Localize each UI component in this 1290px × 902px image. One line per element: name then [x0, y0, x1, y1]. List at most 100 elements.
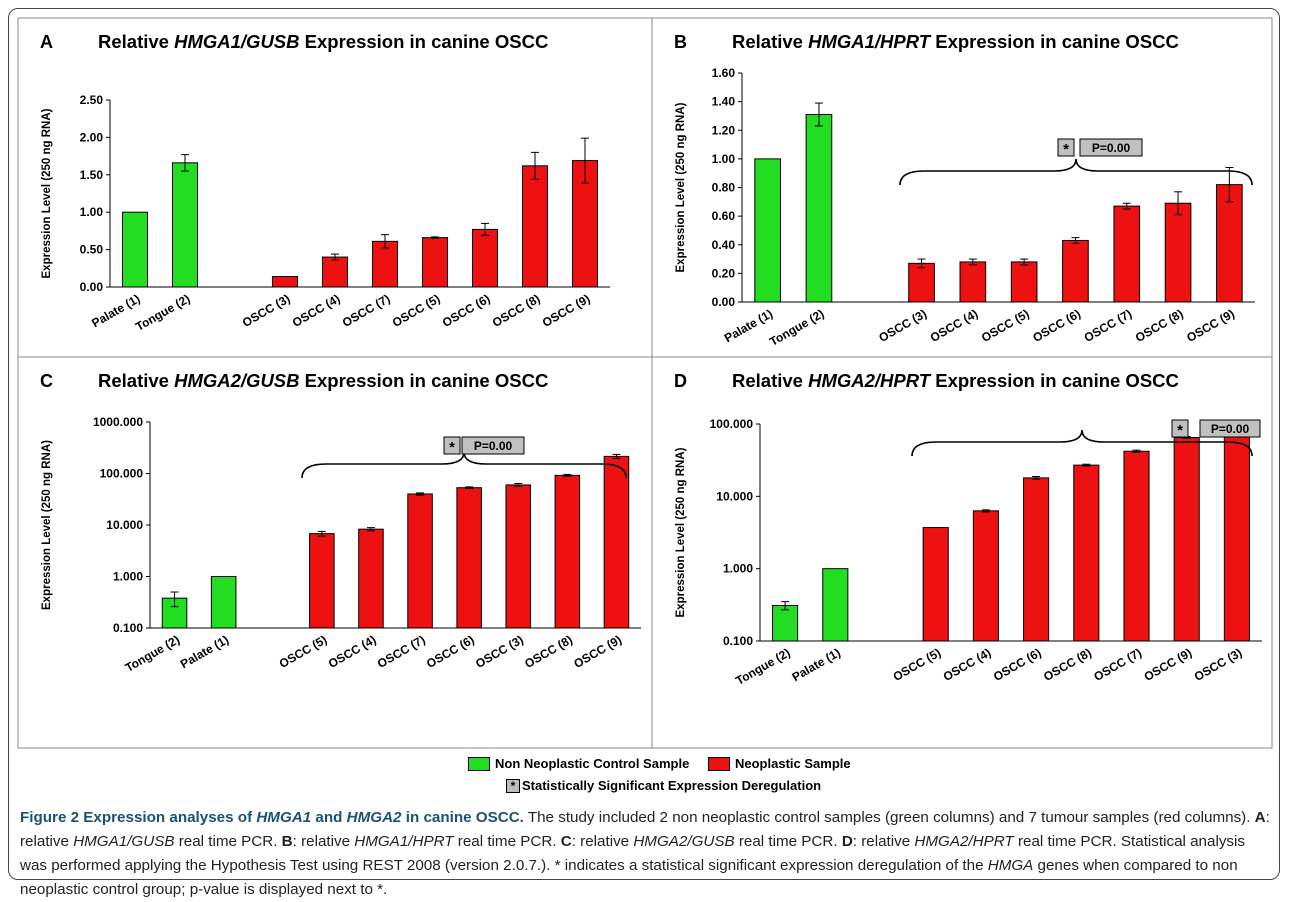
bar [805, 114, 833, 303]
y-tick-label: 2.50 [80, 93, 104, 107]
legend-item-control: Non Neoplastic Control Sample [468, 756, 689, 771]
bar [1062, 239, 1089, 303]
chart-panel-b: B Relative HMGA1/HPRT Expression in canin… [651, 17, 1273, 358]
legend-item-neoplastic: Neoplastic Sample [708, 756, 851, 771]
bar [372, 240, 398, 288]
legend-control-label: Non Neoplastic Control Sample [495, 756, 690, 771]
x-tick-label: OSCC (7) [1082, 306, 1135, 344]
y-axis-label: Expression Level (250 ng RNA) [675, 447, 687, 617]
x-tick-label: OSCC (9) [571, 632, 624, 670]
x-tick-label: OSCC (3) [1192, 645, 1245, 683]
bar [456, 487, 482, 629]
bar [1164, 202, 1192, 303]
p-value-box [461, 436, 525, 455]
figure-caption: Figure 2 Expression analyses of HMGA1 an… [20, 806, 1272, 902]
y-tick-label: 1.60 [712, 66, 736, 80]
chart-title: Relative HMGA2/HPRT Expression in canine… [732, 370, 1179, 391]
bar [122, 211, 148, 288]
bar [754, 158, 781, 303]
x-tick-label: Tongue (2) [767, 306, 826, 348]
significance-symbol: * [1177, 422, 1183, 439]
y-tick-label: 0.00 [712, 295, 736, 309]
legend-neoplastic-label: Neoplastic Sample [735, 756, 851, 771]
panel-letter: A [40, 32, 53, 52]
control-swatch [468, 756, 490, 771]
bar [1223, 430, 1250, 642]
figure-frame [8, 8, 1280, 880]
y-tick-label: 100.000 [710, 417, 754, 431]
bar [358, 528, 384, 629]
chart-title: Relative HMGA2/GUSB Expression in canine… [98, 370, 548, 391]
chart-title: Relative HMGA1/HPRT Expression in canine… [732, 31, 1179, 52]
bar [505, 484, 532, 629]
x-tick-label: Palate (1) [722, 306, 775, 345]
y-tick-label: 1.000 [113, 570, 143, 584]
legend-significant-label: Statistically Significant Expression Der… [522, 778, 822, 793]
y-tick-label: 0.100 [723, 634, 753, 648]
panel-border [651, 356, 1273, 749]
bar [908, 262, 935, 303]
bar [522, 165, 548, 288]
bar [959, 261, 987, 303]
bar [422, 237, 448, 288]
p-value-label: P=0.00 [1211, 422, 1250, 436]
bar [554, 474, 581, 629]
bar [309, 533, 335, 629]
bar [210, 576, 237, 629]
y-tick-label: 1.40 [712, 95, 736, 109]
x-tick-label: OSCC (7) [375, 632, 428, 670]
p-value-label: P=0.00 [1092, 141, 1131, 155]
x-tick-label: OSCC (6) [991, 645, 1044, 683]
y-tick-label: 10.000 [106, 518, 143, 532]
bar [1023, 477, 1050, 642]
x-tick-label: OSCC (5) [979, 306, 1032, 344]
x-tick-label: OSCC (5) [891, 645, 944, 683]
asterisk-icon [1171, 419, 1189, 438]
bar [1073, 464, 1100, 642]
significance-symbol: * [449, 439, 455, 456]
panel-letter: B [674, 32, 687, 52]
y-tick-label: 1.00 [80, 205, 104, 219]
y-tick-label: 0.50 [80, 243, 104, 257]
y-tick-label: 100.000 [100, 467, 144, 481]
x-tick-label: OSCC (8) [1041, 645, 1094, 683]
chart-panel-c: C Relative HMGA2/GUSB Expression in canin… [17, 356, 653, 749]
x-tick-label: OSCC (8) [490, 291, 543, 329]
x-tick-label: OSCC (3) [473, 632, 526, 670]
bar [1113, 205, 1141, 303]
significance-bracket [899, 158, 1253, 186]
y-tick-label: 2.00 [80, 130, 104, 144]
y-tick-label: 1.50 [80, 168, 104, 182]
y-tick-label: 0.40 [712, 238, 736, 252]
x-tick-label: OSCC (4) [290, 291, 343, 329]
bar [322, 256, 348, 288]
x-tick-label: OSCC (8) [522, 632, 575, 670]
x-tick-label: OSCC (6) [1030, 306, 1083, 344]
x-tick-label: OSCC (3) [876, 306, 929, 344]
legend: Non Neoplastic Control Sample Neoplastic… [468, 756, 928, 802]
bar [922, 527, 949, 642]
y-axis-label: Expression Level (250 ng RNA) [41, 108, 53, 278]
y-tick-label: 1.00 [712, 152, 736, 166]
panel-border [651, 17, 1273, 358]
x-tick-label: OSCC (8) [1133, 306, 1186, 344]
asterisk-icon [1057, 138, 1075, 157]
y-tick-label: 0.100 [113, 621, 143, 635]
x-tick-label: OSCC (9) [1184, 306, 1237, 344]
asterisk-icon [443, 436, 461, 455]
x-tick-label: OSCC (4) [941, 645, 994, 683]
panel-letter: C [40, 371, 53, 391]
x-tick-label: Tongue (2) [133, 291, 192, 333]
y-tick-label: 1000.000 [93, 415, 143, 429]
bar [272, 276, 298, 288]
chart-title: Relative HMGA1/GUSB Expression in canine… [98, 31, 548, 52]
bar [603, 455, 630, 629]
bar [172, 162, 198, 288]
x-tick-label: OSCC (9) [1142, 645, 1195, 683]
significance-bracket [911, 429, 1253, 457]
x-tick-label: OSCC (4) [326, 632, 379, 670]
y-tick-label: 0.60 [712, 209, 736, 223]
x-tick-label: Palate (1) [790, 645, 843, 684]
x-tick-label: Tongue (2) [123, 632, 182, 674]
y-axis-label: Expression Level (250 ng RNA) [41, 440, 53, 610]
